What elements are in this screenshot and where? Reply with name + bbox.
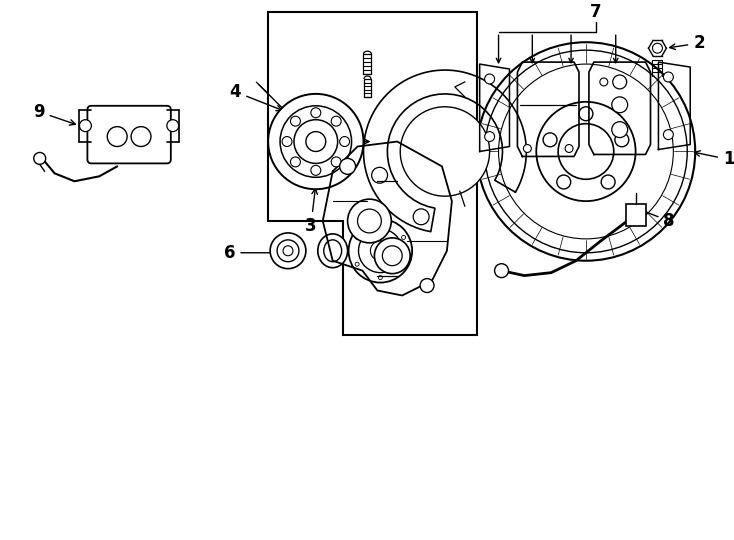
Circle shape xyxy=(523,145,531,152)
Circle shape xyxy=(401,262,406,266)
Text: 5: 5 xyxy=(324,132,369,151)
Circle shape xyxy=(310,108,321,118)
FancyBboxPatch shape xyxy=(87,106,171,164)
Circle shape xyxy=(400,107,490,196)
Circle shape xyxy=(557,175,571,189)
Circle shape xyxy=(498,64,673,239)
Text: 8: 8 xyxy=(635,207,675,230)
Circle shape xyxy=(280,106,352,177)
Circle shape xyxy=(374,238,410,274)
Circle shape xyxy=(379,222,382,226)
Bar xyxy=(363,54,371,74)
Circle shape xyxy=(357,209,382,233)
Bar xyxy=(364,79,371,97)
Circle shape xyxy=(613,75,627,89)
Circle shape xyxy=(484,50,687,253)
Circle shape xyxy=(79,120,91,132)
Circle shape xyxy=(611,97,628,113)
Circle shape xyxy=(401,235,406,239)
Circle shape xyxy=(167,120,179,132)
Circle shape xyxy=(382,246,402,266)
Circle shape xyxy=(283,246,293,256)
Circle shape xyxy=(600,78,608,86)
Circle shape xyxy=(664,72,673,82)
Text: 2: 2 xyxy=(669,34,705,52)
Bar xyxy=(625,204,645,226)
Circle shape xyxy=(611,122,628,138)
Ellipse shape xyxy=(324,240,341,262)
Circle shape xyxy=(282,137,292,146)
Circle shape xyxy=(107,127,127,146)
Circle shape xyxy=(476,42,695,261)
Circle shape xyxy=(348,199,391,243)
Circle shape xyxy=(331,157,341,167)
Circle shape xyxy=(291,157,300,167)
Circle shape xyxy=(371,167,388,183)
Circle shape xyxy=(277,240,299,262)
Circle shape xyxy=(601,175,615,189)
Circle shape xyxy=(537,102,636,201)
Circle shape xyxy=(371,241,390,261)
Circle shape xyxy=(495,264,509,278)
Circle shape xyxy=(34,152,46,164)
Circle shape xyxy=(355,262,359,266)
Circle shape xyxy=(291,116,300,126)
Circle shape xyxy=(355,235,359,239)
Circle shape xyxy=(543,133,557,147)
Circle shape xyxy=(484,132,495,141)
Circle shape xyxy=(349,219,413,282)
Circle shape xyxy=(270,233,306,269)
Circle shape xyxy=(340,137,349,146)
Circle shape xyxy=(558,124,614,179)
Text: 7: 7 xyxy=(590,3,602,22)
Circle shape xyxy=(331,116,341,126)
Text: 1: 1 xyxy=(694,151,734,168)
Circle shape xyxy=(420,279,434,293)
Ellipse shape xyxy=(318,234,348,268)
Circle shape xyxy=(484,74,495,84)
Text: 4: 4 xyxy=(230,83,282,111)
Circle shape xyxy=(131,127,151,146)
Circle shape xyxy=(268,94,363,189)
Text: 9: 9 xyxy=(33,103,76,125)
Circle shape xyxy=(340,158,355,174)
Circle shape xyxy=(579,107,593,120)
Circle shape xyxy=(294,120,338,164)
Circle shape xyxy=(379,275,382,280)
Text: 6: 6 xyxy=(224,244,283,262)
Text: 3: 3 xyxy=(305,188,317,235)
Circle shape xyxy=(653,43,662,53)
Circle shape xyxy=(565,145,573,152)
Circle shape xyxy=(413,209,429,225)
Polygon shape xyxy=(268,12,476,335)
Circle shape xyxy=(664,130,673,139)
Circle shape xyxy=(310,165,321,176)
Circle shape xyxy=(615,133,629,147)
Circle shape xyxy=(358,229,402,273)
Circle shape xyxy=(306,132,326,152)
